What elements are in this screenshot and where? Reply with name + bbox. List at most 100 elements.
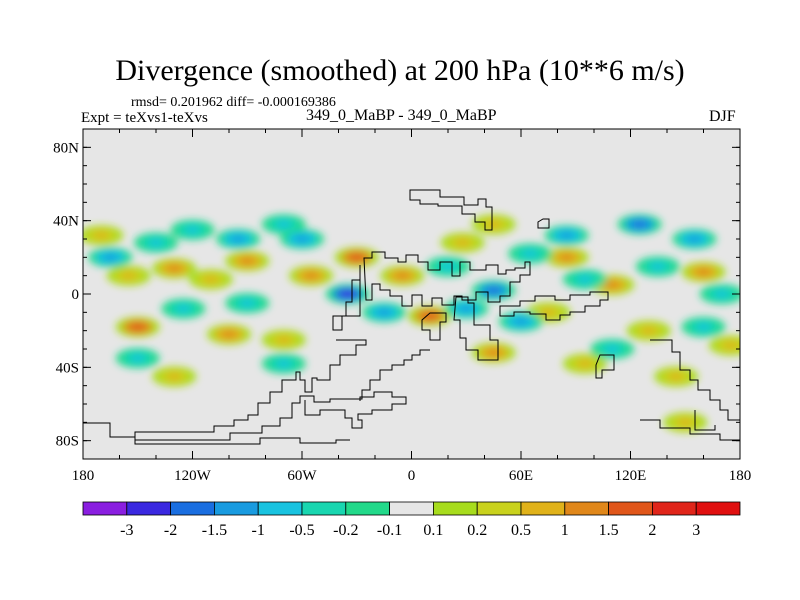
colorbar-label: -0.2 [333, 522, 358, 539]
colorbar-swatch [301, 501, 347, 516]
experiment-label: Expt = teXvs1-teXvs [81, 110, 208, 126]
x-tick-label: 120E [615, 468, 647, 484]
chart-title: Divergence (smoothed) at 200 hPa (10**6 … [115, 54, 685, 87]
land-outline [83, 189, 740, 445]
negative-blob-core [687, 235, 702, 243]
positive-blob-core [696, 268, 711, 276]
x-tick-label: 60W [287, 468, 317, 484]
x-tick-label: 180 [72, 468, 95, 484]
y-tick-label: 40S [56, 360, 79, 376]
colorbar-swatch [432, 501, 478, 516]
divergence-field [83, 129, 740, 459]
y-tick-label: 80N [53, 140, 79, 156]
x-tick-label: 120W [174, 468, 212, 484]
x-tick-label: 60E [509, 468, 533, 484]
negative-blob-core [340, 290, 355, 298]
negative-blob-core [441, 263, 455, 270]
positive-blob-core [486, 220, 501, 228]
positive-blob-core [94, 231, 109, 239]
colorbar-label: -0.5 [289, 522, 314, 539]
negative-blob-core [276, 360, 291, 368]
positive-blob-core [541, 308, 556, 316]
negative-blob-core [514, 318, 528, 325]
negative-blob-core [276, 220, 291, 228]
negative-blob-core [559, 231, 574, 239]
negative-blob-core [185, 226, 200, 234]
colorbar-swatch [652, 501, 697, 516]
positive-blob-core [641, 327, 656, 335]
positive-blob-core [577, 360, 592, 368]
positive-blob-core [669, 373, 684, 380]
experiment-name: 349_0_MaBP - 349_0_MaBP [306, 107, 497, 124]
negative-blob-core [459, 305, 474, 313]
negative-blob-core [295, 235, 309, 243]
colorbar-swatch [82, 501, 128, 516]
negative-blob-core [231, 235, 246, 243]
colorbar-label: 0.1 [423, 522, 443, 539]
negative-blob-core [486, 286, 501, 294]
colorbar-label: -1.5 [202, 522, 227, 539]
colorbar-swatch [520, 501, 566, 516]
colorbar-swatch [564, 501, 609, 516]
colorbar: -3 -2 -1.5 -1 -0.5 -0.2 -0.1 0.1 0.2 0.5 1 1.5 2 3 [82, 501, 741, 539]
negative-blob-core [240, 299, 255, 307]
negative-blob-core [696, 323, 711, 331]
positive-blob-core [678, 418, 693, 426]
colorbar-swatch [389, 501, 434, 516]
season-label: DJF [709, 108, 736, 125]
positive-blob-core [486, 349, 501, 357]
colorbar-label: -3 [120, 522, 133, 539]
field-background [83, 129, 740, 459]
positive-blob-core [130, 323, 145, 331]
colorbar-swatch [695, 501, 741, 516]
colorbar-label: 1.5 [599, 522, 619, 539]
x-tick-label: 0 [408, 468, 416, 484]
positive-blob-core [222, 330, 236, 338]
x-axis: 180 120W 60W 0 60E 120E 180 [72, 129, 752, 484]
positive-blob-core [304, 272, 319, 280]
negative-blob-core [632, 220, 647, 228]
positive-blob-core [559, 253, 574, 261]
colorbar-swatch [213, 501, 259, 516]
colorbar-label: 1 [561, 522, 569, 539]
y-tick-label: 80S [56, 434, 79, 450]
positive-blob-core [203, 275, 218, 283]
colorbar-label: -2 [164, 522, 177, 539]
positive-blob-core [422, 312, 437, 320]
colorbar-swatch [170, 501, 215, 516]
negative-blob-core [176, 305, 191, 313]
positive-blob-core [395, 272, 410, 280]
y-axis: 80N 40N 0 40S 80S [53, 128, 740, 460]
colorbar-label: 3 [692, 522, 700, 539]
y-tick-label: 0 [72, 287, 80, 303]
colorbar-swatch [476, 501, 522, 516]
colorbar-label: 2 [648, 522, 656, 539]
negative-blob-core [714, 290, 729, 298]
positive-blob-core [349, 253, 364, 261]
colorbar-swatch [345, 501, 390, 516]
positive-blob-core [723, 341, 738, 349]
colorbar-label: 0.5 [511, 522, 531, 539]
positive-blob-core [240, 257, 255, 265]
negative-blob-core [605, 345, 620, 353]
y-tick-label: 40N [53, 214, 79, 230]
colorbar-swatch [608, 501, 653, 516]
positive-blob-core [167, 373, 182, 380]
negative-blob-core [149, 239, 163, 247]
negative-blob-core [377, 308, 392, 316]
negative-blob-core [650, 263, 665, 270]
negative-blob-core [130, 354, 145, 362]
colorbar-label: 0.2 [467, 522, 487, 539]
negative-blob-core [103, 253, 118, 261]
x-tick-label: 180 [729, 468, 752, 484]
negative-blob-core [523, 250, 538, 258]
negative-blob-core [577, 275, 592, 283]
stats-label: rmsd= 0.201962 diff= -0.000169386 [131, 95, 336, 110]
positive-blob-core [276, 336, 291, 344]
positive-blob-core [121, 272, 136, 280]
colorbar-swatch [257, 501, 303, 516]
colorbar-swatch [126, 501, 172, 516]
colorbar-label: -0.1 [377, 522, 402, 539]
positive-blob-core [167, 264, 182, 272]
